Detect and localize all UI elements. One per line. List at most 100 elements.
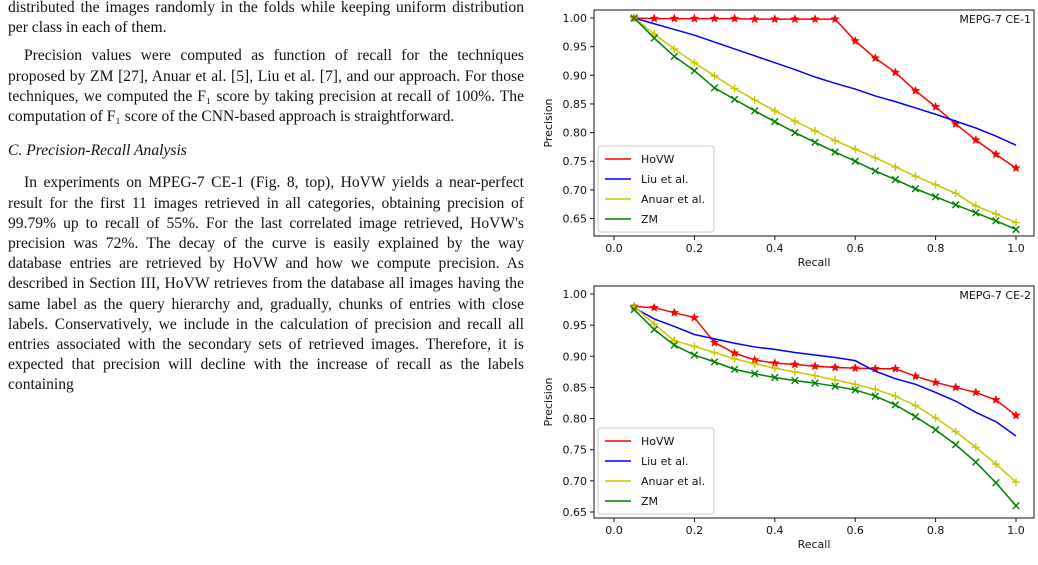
data-point-x: [1012, 501, 1020, 510]
data-point-star: [649, 13, 660, 23]
y-tick-label: 0.70: [563, 184, 588, 197]
x-axis-label: Recall: [798, 538, 831, 551]
chart-panel-1: 0.0 0.2 0.4 0.6 0.8 1.0 0.65 0.70 0.75 0.80 0.85 0.…: [542, 9, 1035, 269]
data-point-star: [850, 363, 861, 373]
data-point-plus: [650, 319, 659, 328]
chart-title: MEPG-7 CE-1: [959, 13, 1031, 26]
series-line: [634, 305, 1017, 417]
data-point-x: [750, 107, 759, 115]
y-axis-label: Precision: [542, 377, 555, 426]
data-point-star: [669, 307, 680, 317]
series-anuar-et-al: [630, 302, 1020, 487]
x-tick-label: 0.2: [686, 524, 704, 537]
x-tick-label: 0.0: [605, 242, 623, 255]
data-point-x: [951, 440, 960, 449]
y-tick-label: 0.65: [563, 506, 588, 519]
data-point-plus: [650, 30, 659, 39]
legend-label: HoVW: [641, 435, 675, 448]
y-tick-label: 1.00: [563, 288, 588, 301]
data-point-plus: [991, 209, 1000, 218]
series-line: [633, 17, 1017, 224]
data-point-x: [851, 386, 859, 394]
x-tick-label: 0.4: [766, 242, 784, 255]
data-point-plus: [670, 44, 679, 53]
data-point-plus: [911, 401, 920, 410]
data-point-plus: [1012, 218, 1020, 227]
data-point-plus: [790, 117, 799, 126]
data-point-x: [931, 192, 940, 201]
data-point-x: [911, 184, 920, 193]
data-point-plus: [710, 71, 719, 80]
data-point-plus: [951, 189, 960, 198]
legend-label: HoVW: [641, 153, 675, 166]
plot-frame: [593, 285, 1035, 519]
data-point-plus: [971, 443, 980, 452]
x-axis-label: Recall: [798, 256, 831, 269]
data-point-x: [992, 217, 1000, 225]
data-point-star: [1011, 410, 1021, 420]
data-point-x: [670, 52, 679, 61]
data-point-x: [891, 401, 900, 409]
data-point-star: [870, 53, 881, 63]
paragraph: In experiments on MPEG-7 CE-1 (Fig. 8, t…: [8, 174, 524, 394]
series-line: [633, 307, 1017, 437]
data-point-star: [790, 359, 800, 369]
series-line: [634, 17, 1017, 169]
data-point-plus: [931, 180, 940, 189]
data-point-star: [749, 14, 760, 24]
legend-label: Anuar et al.: [641, 193, 705, 206]
data-point-star: [669, 13, 680, 23]
data-point-x: [730, 95, 739, 104]
data-point-star: [930, 101, 941, 111]
legend-box: [597, 427, 715, 515]
data-point-star: [769, 14, 780, 24]
data-point-x: [730, 365, 739, 374]
y-tick-label: 0.70: [563, 475, 588, 488]
data-point-star: [810, 361, 820, 371]
x-tick-label: 0.8: [927, 524, 945, 537]
y-tick-label: 0.80: [563, 413, 588, 426]
data-point-star: [790, 14, 800, 24]
data-point-plus: [770, 364, 779, 373]
x-tick-label: 0.6: [846, 524, 864, 537]
data-point-x: [630, 14, 638, 22]
data-point-x: [690, 351, 699, 359]
data-point-star: [991, 394, 1001, 405]
series-liu-et-al: [633, 307, 1017, 437]
precision-recall-figure: 0.0 0.2 0.4 0.6 0.8 1.0 0.65 0.70 0.75 0.80 0.85 0.…: [542, 9, 1035, 551]
y-tick-label: 1.00: [563, 12, 588, 25]
data-point-plus: [811, 371, 819, 380]
data-point-plus: [690, 58, 699, 67]
data-point-plus: [811, 126, 819, 135]
data-point-x: [972, 458, 980, 466]
y-tick-label: 0.65: [563, 213, 588, 226]
data-point-x: [771, 117, 779, 126]
legend: HoVW Liu et al. Anuar et al. ZM: [597, 145, 715, 233]
data-point-x: [911, 412, 920, 421]
data-point-star: [890, 363, 901, 373]
data-point-star: [709, 13, 720, 23]
legend-label: Liu et al.: [641, 455, 689, 468]
data-point-star: [689, 312, 700, 322]
data-point-x: [650, 34, 658, 42]
data-point-star: [910, 371, 921, 381]
paragraph: distributed the images randomly in the f…: [8, 0, 524, 37]
data-point-x: [650, 325, 658, 334]
data-point-star: [890, 67, 901, 77]
data-point-plus: [770, 106, 779, 115]
series-zm: [630, 14, 1020, 234]
paper-text-column: distributed the images randomly in the f…: [8, 0, 524, 565]
data-point-x: [690, 66, 699, 75]
series-line: [633, 305, 1017, 483]
data-point-x: [891, 175, 900, 184]
x-tick-label: 1.0: [1007, 242, 1025, 255]
chart-panel-2: 0.0 0.2 0.4 0.6 0.8 1.0 0.65 0.70 0.75 0.80 0.85 0.…: [542, 285, 1035, 551]
data-point-plus: [670, 336, 679, 345]
data-point-x: [670, 341, 679, 349]
x-tick-label: 0.4: [766, 524, 784, 537]
legend-label: Liu et al.: [641, 173, 689, 186]
data-point-star: [991, 149, 1001, 159]
y-tick-label: 0.90: [563, 350, 588, 363]
data-point-plus: [750, 359, 759, 368]
data-point-plus: [911, 172, 920, 181]
